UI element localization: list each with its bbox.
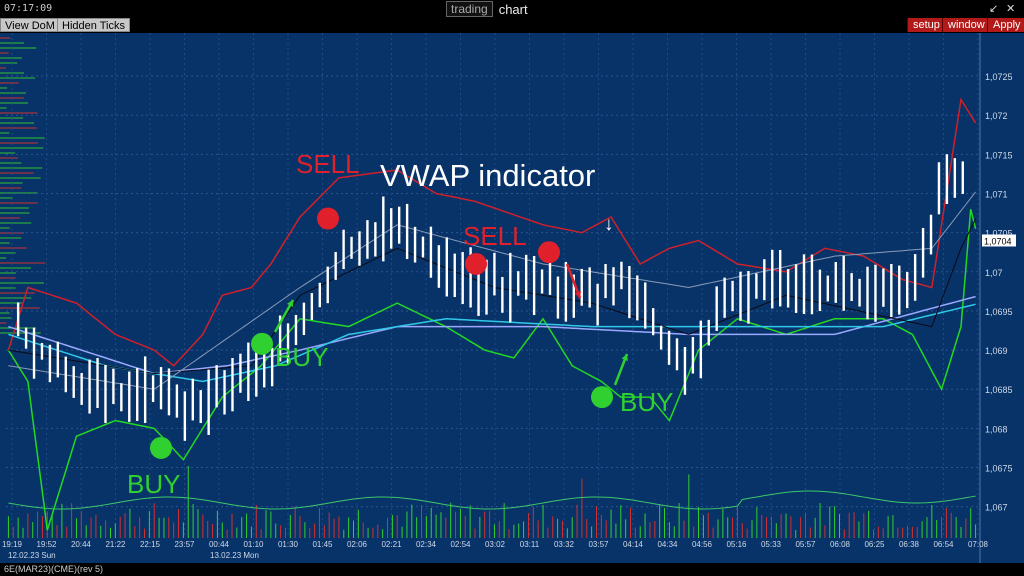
time-tick-label: 02:34 xyxy=(416,540,437,549)
window-title-text: chart xyxy=(498,1,528,17)
setup-button[interactable]: setup xyxy=(907,18,945,32)
buy-signal-marker xyxy=(150,436,172,459)
price-bars xyxy=(16,154,964,441)
window-title: trading chart xyxy=(446,1,528,17)
time-tick-label: 01:45 xyxy=(312,540,333,549)
price-tick-label: 1,07 xyxy=(985,268,1003,278)
time-tick-label: 04:56 xyxy=(692,540,713,549)
window-button[interactable]: window xyxy=(942,18,990,32)
time-tick-label: 06:38 xyxy=(899,540,920,549)
time-tick-label: 19:52 xyxy=(36,540,57,549)
price-tick-label: 1,067 xyxy=(985,503,1008,513)
grid-lines xyxy=(6,33,980,538)
sell-signal-marker xyxy=(465,252,487,275)
date-label: 12.02.23 Sun xyxy=(8,551,56,560)
time-tick-label: 04:34 xyxy=(657,540,678,549)
time-tick-label: 01:10 xyxy=(243,540,264,549)
time-tick-label: 22:15 xyxy=(140,540,161,549)
time-tick-label: 06:25 xyxy=(864,540,885,549)
time-tick-label: 06:08 xyxy=(830,540,851,549)
vwap-fast-line xyxy=(8,303,976,383)
time-tick-label: 03:57 xyxy=(588,540,609,549)
price-axis: 1,0725 1,072 1,0715 1,071 1,0705 1,07 1,0695 1,… xyxy=(979,33,1016,563)
time-tick-label: 19:19 xyxy=(2,540,23,549)
time-axis: 19:19 19:52 20:44 21:22 22:15 23:57 00:44 01:10… xyxy=(2,540,989,560)
up-arrow-icon xyxy=(621,354,628,361)
price-tick-label: 1,072 xyxy=(985,111,1008,121)
price-tick-label: 1,0715 xyxy=(985,150,1013,160)
price-tick-label: 1,0705 xyxy=(985,229,1013,239)
chart-toolbar: View DoM Hidden Ticks setup window Apply xyxy=(0,18,1024,33)
volume-histogram xyxy=(7,465,977,538)
time-tick-label: 07:08 xyxy=(968,540,989,549)
hidden-ticks-button[interactable]: Hidden Ticks xyxy=(57,18,130,32)
time-tick-label: 02:21 xyxy=(381,540,402,549)
time-tick-label: 02:54 xyxy=(450,540,471,549)
buy-signal-marker xyxy=(251,332,273,355)
price-tick-label: 1,0675 xyxy=(985,464,1013,474)
time-tick-label: 00:44 xyxy=(209,540,230,549)
vwap-indicator-title: VWAP indicator xyxy=(380,158,595,193)
up-arrow-icon xyxy=(287,300,293,307)
buy-label: BUY xyxy=(620,387,673,417)
vwap-line xyxy=(8,295,976,375)
last-price-label: 1,0704 xyxy=(984,236,1012,246)
time-tick-label: 05:33 xyxy=(761,540,782,549)
app-label: trading xyxy=(446,1,493,17)
time-tick-label: 01:30 xyxy=(278,540,299,549)
time-tick-label: 23:57 xyxy=(174,540,195,549)
price-tick-label: 1,0695 xyxy=(985,307,1013,317)
date-label: 13.02.23 Mon xyxy=(210,551,259,560)
instrument-label: 6E(MAR23)(CME)(rev 5) xyxy=(4,564,104,574)
buy-label: BUY xyxy=(275,342,328,372)
sell-label: SELL xyxy=(463,221,527,251)
clock-readout: 07:17:09 xyxy=(4,3,53,14)
dom-volume-profile xyxy=(0,37,46,334)
sell-signal-marker xyxy=(317,207,339,230)
time-tick-label: 04:14 xyxy=(623,540,644,549)
minimize-icon[interactable]: ↙ xyxy=(989,3,999,15)
time-tick-label: 06:54 xyxy=(933,540,954,549)
time-tick-label: 05:57 xyxy=(795,540,816,549)
buy-label: BUY xyxy=(127,469,180,499)
time-tick-label: 03:32 xyxy=(554,540,575,549)
upper-band-line xyxy=(7,97,977,367)
sell-label: SELL xyxy=(296,149,360,179)
price-tick-label: 1,068 xyxy=(985,424,1008,434)
time-tick-label: 21:22 xyxy=(105,540,126,549)
price-tick-label: 1,0725 xyxy=(985,72,1013,82)
time-tick-label: 02:06 xyxy=(347,540,368,549)
time-tick-label: 03:02 xyxy=(485,540,506,549)
apply-button[interactable]: Apply xyxy=(987,18,1024,32)
price-tick-label: 1,069 xyxy=(985,346,1008,356)
signal-markers: BUY BUY SELL SELL BUY xyxy=(127,149,673,499)
title-bar: 07:17:09 trading chart ↙ ✕ xyxy=(0,0,1024,18)
down-arrow-icon xyxy=(574,291,581,298)
chart-area[interactable]: BUY BUY SELL SELL BUY 1,0725 1,072 1,0715 1,071… xyxy=(0,33,1024,563)
time-tick-label: 05:16 xyxy=(726,540,747,549)
buy-signal-marker xyxy=(591,386,613,409)
price-tick-label: 1,071 xyxy=(985,190,1008,200)
last-price-box xyxy=(982,234,1016,247)
status-bar: 6E(MAR23)(CME)(rev 5) xyxy=(0,563,1024,576)
down-arrow-icon: ↓ xyxy=(604,214,614,235)
time-tick-label: 03:11 xyxy=(520,540,540,549)
volume-average-line xyxy=(8,490,976,510)
close-icon[interactable]: ✕ xyxy=(1006,3,1016,15)
sell-signal-marker xyxy=(538,241,560,264)
view-dom-button[interactable]: View DoM xyxy=(0,18,60,32)
time-tick-label: 20:44 xyxy=(71,540,92,549)
price-tick-label: 1,0685 xyxy=(985,385,1013,395)
